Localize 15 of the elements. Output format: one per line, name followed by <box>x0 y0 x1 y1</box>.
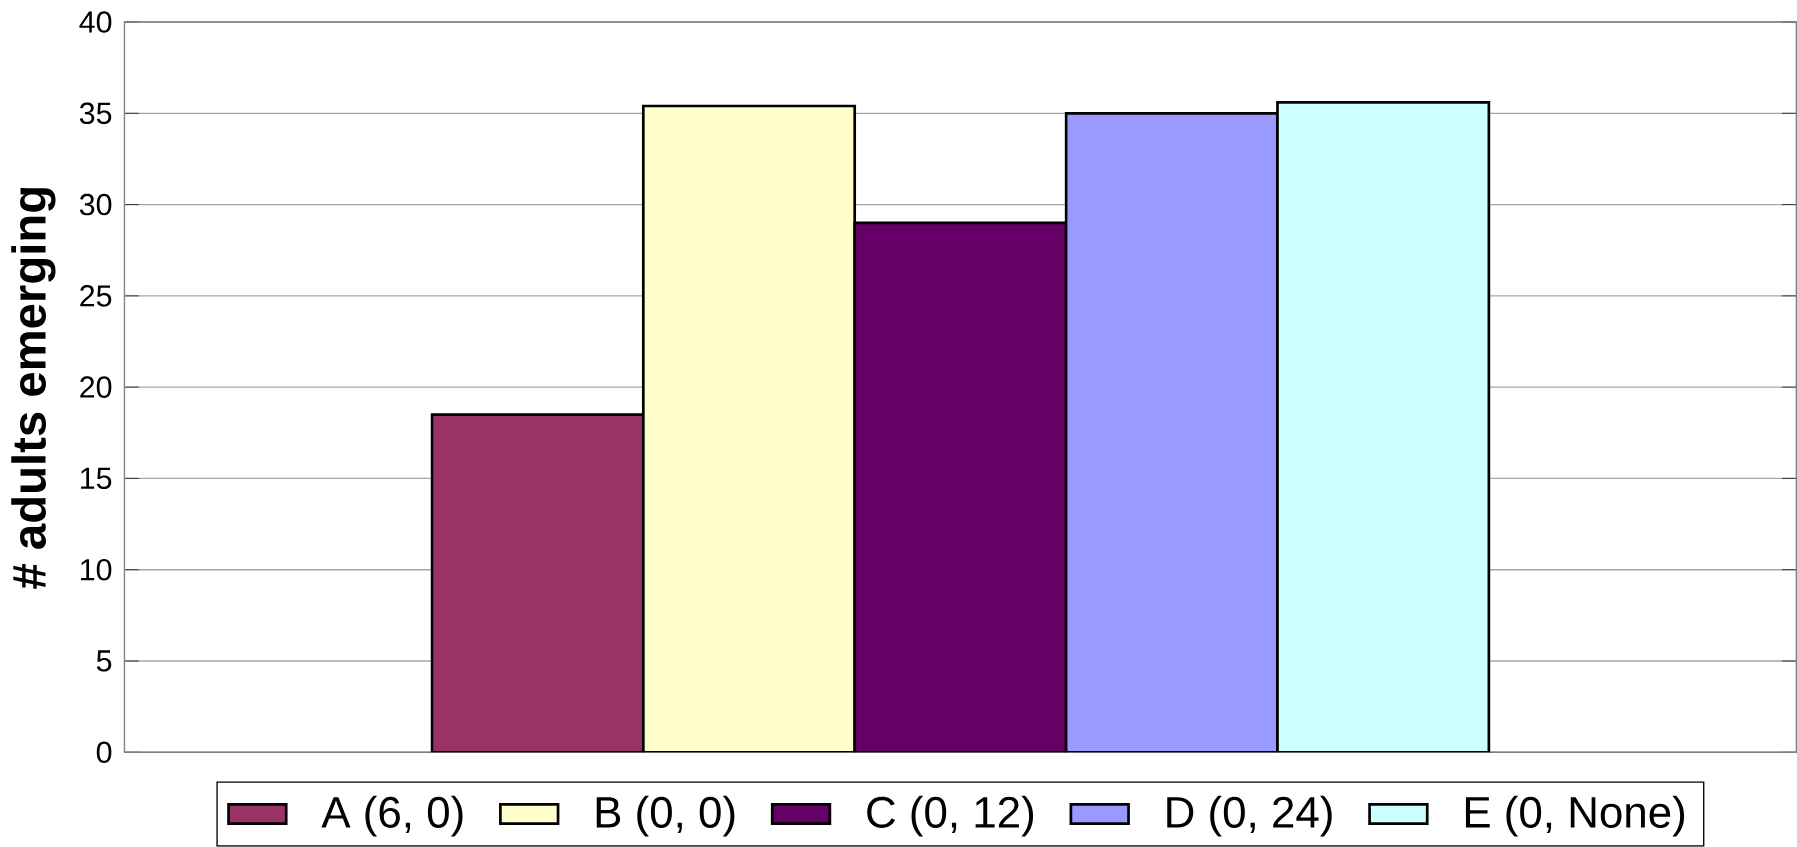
y-tick-label: 10 <box>81 559 112 581</box>
legend-label: A (6, 0) <box>321 795 463 837</box>
legend-label: D (0, 24) <box>1167 795 1332 837</box>
y-axis-title: # adults emerging <box>11 188 56 589</box>
y-tick-label: 5 <box>96 650 112 672</box>
y-tick-label: 25 <box>80 285 112 307</box>
y-tick-label: 40 <box>79 11 112 33</box>
legend-label: E (0, None) <box>1465 795 1685 837</box>
legend-label: B (0, 0) <box>596 795 735 837</box>
y-tick-label: 20 <box>80 376 112 399</box>
y-tick-label: 0 <box>96 741 112 764</box>
y-tick-label: 30 <box>79 193 112 216</box>
y-tick-label: 15 <box>81 467 112 490</box>
y-tick-label: 35 <box>79 102 112 125</box>
legend-label: C (0, 12) <box>867 795 1034 837</box>
